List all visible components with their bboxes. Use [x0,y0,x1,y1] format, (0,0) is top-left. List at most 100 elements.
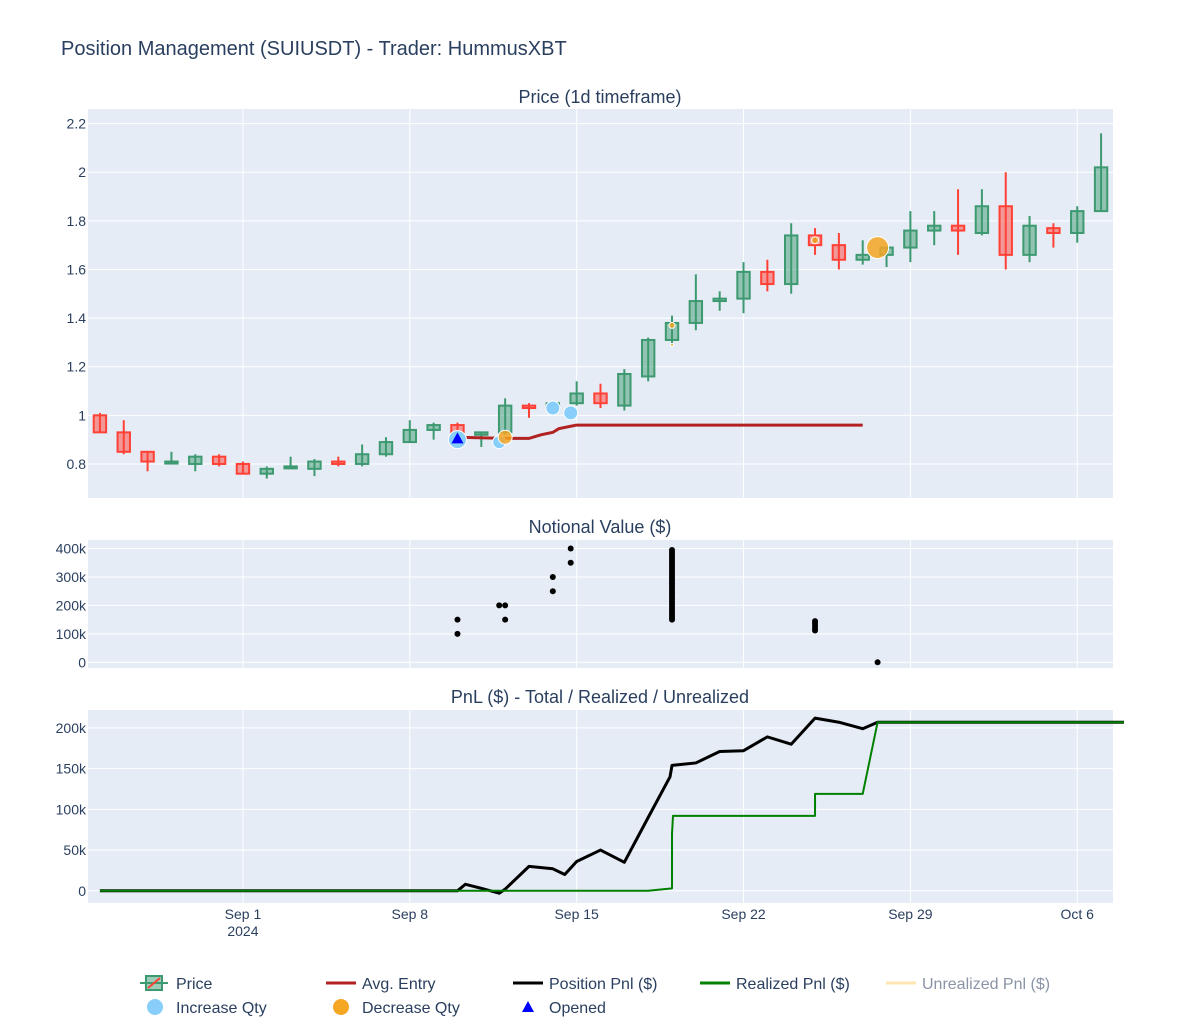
candle [188,454,203,472]
candle [1070,206,1085,243]
candle-body [1046,227,1061,234]
candle [640,337,656,382]
candle [331,456,346,467]
legend-label: Unrealized Pnl ($) [922,976,1050,993]
y-tick-label: 1.4 [67,310,87,326]
legend-item[interactable]: Price [140,975,213,993]
y-tick-label: 100k [56,626,87,642]
notional-point [567,545,574,552]
candle [378,437,394,457]
pnl-panel-title: PnL ($) - Total / Realized / Unrealized [451,687,749,707]
candle [998,172,1013,270]
plot-background [88,710,1113,903]
pnl-series-line [99,716,1124,895]
legend-label: Opened [549,1000,606,1017]
candle-body [950,224,966,232]
increase-qty-marker [563,405,579,421]
candle [497,398,513,435]
notional-point [669,546,676,553]
notional-point [549,573,556,580]
candle-body [259,467,274,475]
x-tick-label: Sep 15 [554,906,599,922]
x-tick-label: Sep 22 [721,906,766,922]
candle-body [211,455,227,465]
legend-item[interactable]: Increase Qty [147,999,267,1017]
notional-point [812,618,819,625]
legend-item[interactable]: Position Pnl ($) [513,976,658,993]
candle-body [354,453,370,465]
candle [927,211,942,246]
y-tick-label: 50k [63,842,87,858]
notional-point [496,602,503,609]
x-tick-label: Sep 1 [225,906,262,922]
notional-point [502,616,509,623]
legend-item[interactable]: Realized Pnl ($) [700,976,850,993]
candle [283,456,298,470]
candle-body [593,392,608,405]
candle [259,466,274,479]
candle-icon-down [147,977,161,989]
candle-body [521,404,537,410]
candle-body [474,431,489,436]
candle [426,422,441,440]
opened-marker [451,432,464,444]
candle [760,259,775,292]
candle-body [116,431,131,453]
candle-body [497,404,513,434]
candle [1022,215,1037,263]
candle [307,459,322,477]
legend-item[interactable]: Avg. Entry [326,976,436,993]
candle-body [927,224,942,232]
candle-body [617,373,632,407]
y-tick-label: 1.8 [67,213,87,229]
legend-label: Avg. Entry [362,976,436,993]
notional-point [549,588,556,595]
y-tick-label: 1 [78,407,86,423]
candle [974,189,990,236]
y-tick-label: 300k [56,569,87,585]
candle-body [402,428,417,444]
candle-body [903,229,918,249]
legend-item[interactable]: Unrealized Pnl ($) [886,976,1050,993]
figure-title: Position Management (SUIUSDT) - Trader: … [61,38,567,60]
candle [831,232,847,270]
price-panel: 0.8 1 1.2 1.4 1.6 1.8 2 2.2 [67,109,1113,498]
candle-body [378,441,394,456]
candle-body [283,465,298,470]
notional-point [502,602,509,609]
candle [855,240,870,265]
legend-item[interactable]: Decrease Qty [333,999,460,1017]
candle-body [307,460,322,470]
candle [211,454,227,467]
y-tick-label: 150k [56,761,87,777]
candle [140,450,155,472]
legend-label: Realized Pnl ($) [736,976,850,993]
candle [784,223,799,294]
increase-qty-marker [545,400,561,416]
legend: Price Avg. Entry Position Pnl ($) Realized … [140,975,1050,1017]
candle-body [760,270,775,286]
candle [521,403,537,418]
candle-body [1022,224,1037,256]
decrease-qty-marker [670,342,675,347]
y-tick-label: 0 [78,883,86,899]
candle [235,461,251,475]
candle-body [688,300,704,324]
candle [402,420,417,444]
legend-item[interactable]: Opened [522,1000,606,1017]
candle [903,211,918,263]
avg-entry-line [457,423,863,440]
candle [354,444,370,467]
decrease-qty-marker [866,236,890,260]
decrease-qty-marker [668,321,676,329]
candle-body [784,234,799,286]
candle [688,274,704,331]
candle [569,381,584,406]
y-tick-label: 0 [78,654,86,670]
y-tick-label: 2.2 [67,116,87,132]
notional-point [567,559,574,566]
notional-panel-title: Notional Value ($) [529,517,672,537]
candle [92,412,108,434]
decrease-qty-marker [811,236,820,245]
